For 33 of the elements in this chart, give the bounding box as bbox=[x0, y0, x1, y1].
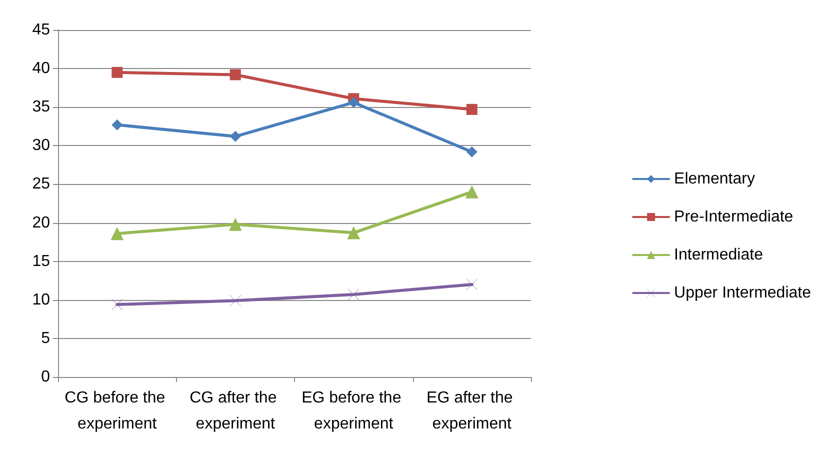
point bbox=[230, 295, 241, 306]
y-tick-label: 30 bbox=[32, 137, 50, 154]
y-tick-label: 20 bbox=[32, 214, 50, 232]
y-tick-label: 25 bbox=[32, 176, 50, 193]
y-tick-label: 40 bbox=[32, 60, 50, 78]
point bbox=[347, 226, 360, 240]
x-tick-label: CG before the experiment bbox=[64, 390, 170, 432]
point bbox=[348, 96, 360, 108]
y-tick-label: 10 bbox=[32, 291, 50, 308]
point bbox=[112, 66, 123, 78]
legend-label: Upper Intermediate bbox=[674, 284, 812, 302]
x-tick-label: CG after the experiment bbox=[190, 390, 282, 432]
point bbox=[465, 185, 478, 198]
y-tick-label: 15 bbox=[32, 252, 50, 270]
point bbox=[348, 288, 360, 300]
y-tick-label: 35 bbox=[32, 98, 50, 116]
point bbox=[230, 69, 241, 80]
legend-label: Pre-Intermediate bbox=[674, 208, 794, 226]
y-tick-label: 5 bbox=[41, 330, 50, 347]
point bbox=[228, 218, 242, 231]
point bbox=[112, 119, 123, 130]
point bbox=[466, 278, 478, 290]
legend-label: Intermediate bbox=[674, 246, 764, 264]
x-tick-label: EG before the experiment bbox=[302, 390, 406, 432]
point bbox=[466, 146, 478, 158]
point bbox=[110, 227, 124, 240]
point bbox=[112, 299, 123, 310]
point bbox=[466, 104, 478, 115]
x-tick-label: EG after the experiment bbox=[426, 390, 518, 432]
legend-label: Elementary bbox=[674, 170, 755, 188]
y-tick-label: 45 bbox=[32, 22, 50, 38]
y-tick-label: 0 bbox=[41, 368, 50, 386]
point bbox=[230, 130, 241, 142]
